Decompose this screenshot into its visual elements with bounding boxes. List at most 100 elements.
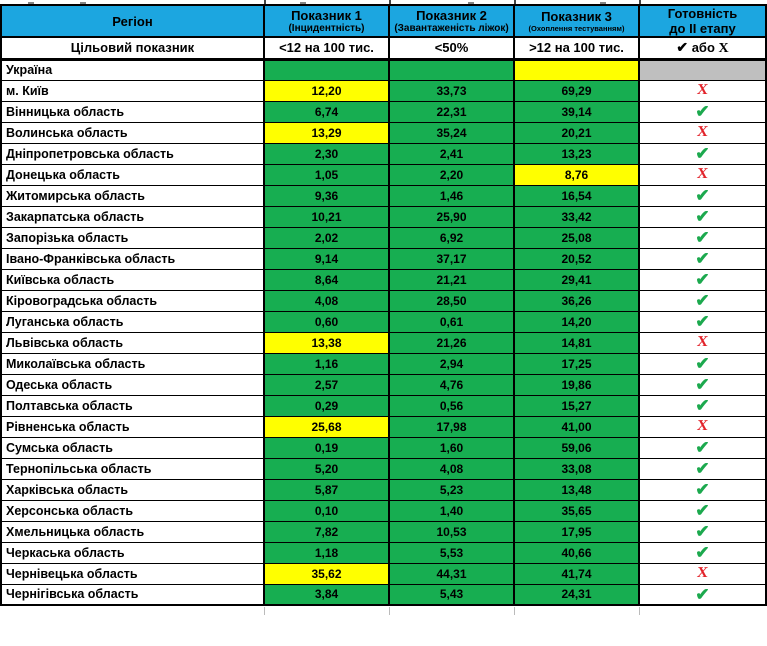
indicator1-value-cell[interactable]: 5,20 — [263, 458, 389, 480]
region-name-cell[interactable]: Луганська область — [1, 311, 264, 333]
indicator2-value-cell[interactable]: 4,76 — [388, 374, 514, 396]
indicator2-value-cell[interactable]: 0,61 — [388, 311, 514, 333]
indicator3-value-cell[interactable]: 17,25 — [513, 353, 639, 375]
region-name-cell[interactable]: Харківська область — [1, 479, 264, 501]
indicator3-value-cell[interactable]: 14,20 — [513, 311, 639, 333]
indicator1-value-cell[interactable]: 1,18 — [263, 542, 389, 564]
indicator3-value-cell[interactable]: 41,00 — [513, 416, 639, 438]
indicator2-value-cell[interactable]: 21,21 — [388, 269, 514, 291]
region-name-cell[interactable]: Миколаївська область — [1, 353, 264, 375]
target-readiness-cell[interactable]: ✔ або Х — [638, 37, 766, 61]
region-name-cell[interactable]: Кіровоградська область — [1, 290, 264, 312]
indicator2-value-cell[interactable]: 1,46 — [388, 185, 514, 207]
readiness-cell[interactable]: ✔ — [638, 479, 766, 501]
indicator1-value-cell[interactable]: 13,29 — [263, 122, 389, 144]
indicator3-value-cell[interactable]: 25,08 — [513, 227, 639, 249]
indicator1-value-cell[interactable]: 0,10 — [263, 500, 389, 522]
region-name-cell[interactable]: Запорізька область — [1, 227, 264, 249]
indicator3-value-cell[interactable]: 20,52 — [513, 248, 639, 270]
indicator1-value-cell[interactable]: 0,60 — [263, 311, 389, 333]
indicator2-value-cell[interactable]: 5,23 — [388, 479, 514, 501]
region-name-cell[interactable]: Одеська область — [1, 374, 264, 396]
indicator1-value-cell[interactable]: 9,14 — [263, 248, 389, 270]
region-name-cell[interactable]: Сумська область — [1, 437, 264, 459]
readiness-cell[interactable] — [638, 59, 766, 81]
indicator1-value-cell[interactable]: 3,84 — [263, 584, 389, 606]
readiness-cell[interactable]: ✔ — [638, 500, 766, 522]
readiness-cell[interactable]: Х — [638, 416, 766, 438]
readiness-cell[interactable]: ✔ — [638, 269, 766, 291]
target-indicator3-cell[interactable]: >12 на 100 тис. — [513, 37, 639, 61]
region-name-cell[interactable]: Рівненська область — [1, 416, 264, 438]
indicator1-value-cell[interactable]: 1,05 — [263, 164, 389, 186]
region-name-cell[interactable]: Хмельницька область — [1, 521, 264, 543]
indicator2-value-cell[interactable]: 28,50 — [388, 290, 514, 312]
indicator2-value-cell[interactable]: 4,08 — [388, 458, 514, 480]
indicator3-value-cell[interactable]: 69,29 — [513, 80, 639, 102]
indicator1-value-cell[interactable]: 2,57 — [263, 374, 389, 396]
indicator2-value-cell[interactable]: 5,43 — [388, 584, 514, 606]
readiness-cell[interactable]: ✔ — [638, 143, 766, 165]
target-label-cell[interactable]: Цільовий показник — [1, 37, 264, 61]
region-name-cell[interactable]: Вінницька область — [1, 101, 264, 123]
indicator3-value-cell[interactable]: 20,21 — [513, 122, 639, 144]
indicator2-value-cell[interactable] — [388, 59, 514, 81]
indicator2-value-cell[interactable]: 2,41 — [388, 143, 514, 165]
indicator1-value-cell[interactable]: 5,87 — [263, 479, 389, 501]
readiness-cell[interactable]: ✔ — [638, 521, 766, 543]
indicator3-value-cell[interactable] — [513, 59, 639, 81]
indicator1-value-cell[interactable]: 4,08 — [263, 290, 389, 312]
readiness-cell[interactable]: Х — [638, 332, 766, 354]
readiness-cell[interactable]: ✔ — [638, 395, 766, 417]
indicator2-value-cell[interactable]: 5,53 — [388, 542, 514, 564]
indicator3-value-cell[interactable]: 40,66 — [513, 542, 639, 564]
readiness-cell[interactable]: ✔ — [638, 437, 766, 459]
readiness-cell[interactable]: ✔ — [638, 227, 766, 249]
readiness-cell[interactable]: ✔ — [638, 542, 766, 564]
indicator1-value-cell[interactable]: 1,16 — [263, 353, 389, 375]
readiness-cell[interactable]: ✔ — [638, 248, 766, 270]
region-name-cell[interactable]: Тернопільська область — [1, 458, 264, 480]
readiness-cell[interactable]: ✔ — [638, 584, 766, 606]
header-indicator1-cell[interactable]: Показник 1 (Інцидентність) — [263, 5, 389, 38]
indicator2-value-cell[interactable]: 37,17 — [388, 248, 514, 270]
indicator1-value-cell[interactable]: 8,64 — [263, 269, 389, 291]
region-name-cell[interactable]: Дніпропетровська область — [1, 143, 264, 165]
indicator3-value-cell[interactable]: 41,74 — [513, 563, 639, 585]
region-name-cell[interactable]: Чернівецька область — [1, 563, 264, 585]
indicator3-value-cell[interactable]: 36,26 — [513, 290, 639, 312]
region-name-cell[interactable]: Волинська область — [1, 122, 264, 144]
indicator3-value-cell[interactable]: 39,14 — [513, 101, 639, 123]
indicator1-value-cell[interactable]: 35,62 — [263, 563, 389, 585]
indicator1-value-cell[interactable]: 9,36 — [263, 185, 389, 207]
indicator3-value-cell[interactable]: 14,81 — [513, 332, 639, 354]
readiness-cell[interactable]: Х — [638, 164, 766, 186]
target-indicator1-cell[interactable]: <12 на 100 тис. — [263, 37, 389, 61]
region-name-cell[interactable]: Київська область — [1, 269, 264, 291]
target-indicator2-cell[interactable]: <50% — [388, 37, 514, 61]
indicator2-value-cell[interactable]: 25,90 — [388, 206, 514, 228]
region-name-cell[interactable]: м. Київ — [1, 80, 264, 102]
indicator3-value-cell[interactable]: 19,86 — [513, 374, 639, 396]
header-indicator2-cell[interactable]: Показник 2 (Завантаженість ліжок) — [388, 5, 514, 38]
indicator2-value-cell[interactable]: 2,20 — [388, 164, 514, 186]
indicator3-value-cell[interactable]: 33,08 — [513, 458, 639, 480]
indicator2-value-cell[interactable]: 1,40 — [388, 500, 514, 522]
region-name-cell[interactable]: Львівська область — [1, 332, 264, 354]
readiness-cell[interactable]: ✔ — [638, 206, 766, 228]
readiness-cell[interactable]: Х — [638, 563, 766, 585]
region-name-cell[interactable]: Полтавська область — [1, 395, 264, 417]
readiness-cell[interactable]: Х — [638, 80, 766, 102]
indicator3-value-cell[interactable]: 15,27 — [513, 395, 639, 417]
indicator2-value-cell[interactable]: 33,73 — [388, 80, 514, 102]
indicator3-value-cell[interactable]: 29,41 — [513, 269, 639, 291]
header-indicator3-cell[interactable]: Показник 3 (Охоплення тестуванням) — [513, 5, 639, 38]
indicator1-value-cell[interactable]: 25,68 — [263, 416, 389, 438]
indicator1-value-cell[interactable]: 10,21 — [263, 206, 389, 228]
indicator1-value-cell[interactable]: 0,29 — [263, 395, 389, 417]
readiness-cell[interactable]: ✔ — [638, 185, 766, 207]
indicator1-value-cell[interactable] — [263, 59, 389, 81]
indicator2-value-cell[interactable]: 44,31 — [388, 563, 514, 585]
region-name-cell[interactable]: Чернігівська область — [1, 584, 264, 606]
readiness-cell[interactable]: ✔ — [638, 311, 766, 333]
